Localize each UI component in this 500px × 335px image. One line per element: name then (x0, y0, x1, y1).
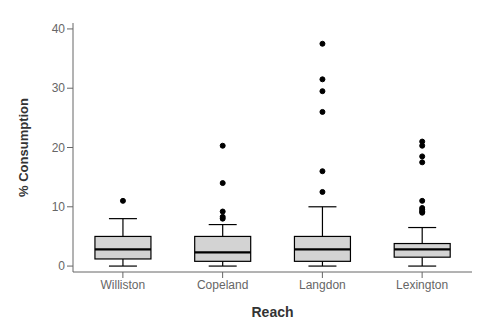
svg-text:30: 30 (52, 81, 66, 95)
svg-text:Lexington: Lexington (396, 278, 448, 292)
svg-text:Reach: Reach (251, 304, 293, 320)
svg-text:Langdon: Langdon (299, 278, 346, 292)
svg-text:20: 20 (52, 141, 66, 155)
svg-text:% Consumption: % Consumption (16, 98, 31, 197)
svg-text:Williston: Williston (101, 278, 146, 292)
svg-text:40: 40 (52, 22, 66, 36)
svg-text:Copeland: Copeland (197, 278, 248, 292)
svg-text:0: 0 (58, 259, 65, 273)
svg-text:10: 10 (52, 200, 66, 214)
